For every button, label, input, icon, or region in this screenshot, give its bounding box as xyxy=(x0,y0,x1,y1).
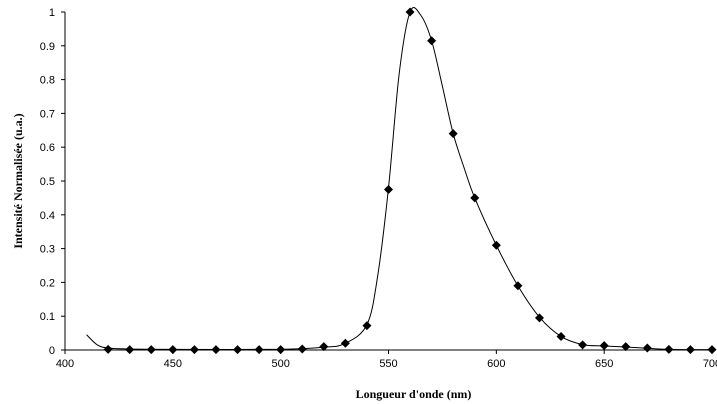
x-tick-label: 500 xyxy=(271,358,289,370)
y-ticks: 0 0.1 0.2 0.3 0.4 0.5 0.6 0.7 0.8 0.9 1 xyxy=(40,7,65,357)
data-point-marker xyxy=(707,345,717,355)
data-point-marker xyxy=(103,344,113,354)
x-tick-label: 400 xyxy=(56,358,74,370)
data-point-marker xyxy=(578,340,588,350)
data-point-marker xyxy=(189,345,199,355)
data-point-marker xyxy=(534,313,544,323)
data-point-marker xyxy=(491,240,501,250)
data-markers xyxy=(103,7,717,355)
y-tick-label: 0.2 xyxy=(40,277,55,289)
y-tick-label: 0 xyxy=(49,345,55,357)
y-tick-label: 0.5 xyxy=(40,176,55,188)
x-tick-label: 650 xyxy=(595,358,613,370)
y-tick-label: 0.9 xyxy=(40,41,55,53)
data-point-marker xyxy=(125,345,135,355)
fitted-curve xyxy=(86,7,713,351)
data-point-marker xyxy=(513,281,523,291)
x-tick-label: 700 xyxy=(703,358,717,370)
x-ticks: 400 450 500 550 600 650 700 xyxy=(56,350,717,370)
data-point-marker xyxy=(362,321,372,331)
data-point-marker xyxy=(211,345,221,355)
y-axis-title: Intensité Normalisée (u.a.) xyxy=(11,113,25,248)
x-tick-label: 450 xyxy=(164,358,182,370)
data-point-marker xyxy=(642,343,652,353)
y-tick-label: 0.6 xyxy=(40,142,55,154)
data-point-marker xyxy=(168,345,178,355)
data-point-marker xyxy=(470,193,480,203)
data-point-marker xyxy=(384,184,393,194)
data-point-marker xyxy=(276,345,286,355)
y-tick-label: 0.7 xyxy=(40,108,55,120)
data-point-marker xyxy=(621,342,631,352)
x-axis-title: Longueur d'onde (nm) xyxy=(356,387,472,401)
data-point-marker xyxy=(146,345,156,355)
data-point-marker xyxy=(340,338,350,348)
data-point-marker xyxy=(233,345,243,355)
x-tick-label: 550 xyxy=(379,358,397,370)
data-point-marker xyxy=(599,341,609,351)
data-point-marker xyxy=(319,342,329,352)
x-tick-label: 600 xyxy=(487,358,505,370)
data-point-marker xyxy=(685,345,695,355)
data-point-marker xyxy=(297,344,307,354)
data-point-marker xyxy=(664,344,674,354)
y-tick-label: 0.4 xyxy=(40,210,55,222)
data-point-marker xyxy=(254,345,264,355)
axes xyxy=(64,12,712,351)
y-tick-label: 0.3 xyxy=(40,244,55,256)
data-point-marker xyxy=(427,36,437,46)
data-point-marker xyxy=(556,331,566,341)
data-point-marker xyxy=(405,7,415,17)
y-tick-label: 0.1 xyxy=(40,311,55,323)
y-tick-label: 1 xyxy=(49,7,55,19)
data-point-marker xyxy=(448,129,458,139)
y-tick-label: 0.8 xyxy=(40,75,55,87)
